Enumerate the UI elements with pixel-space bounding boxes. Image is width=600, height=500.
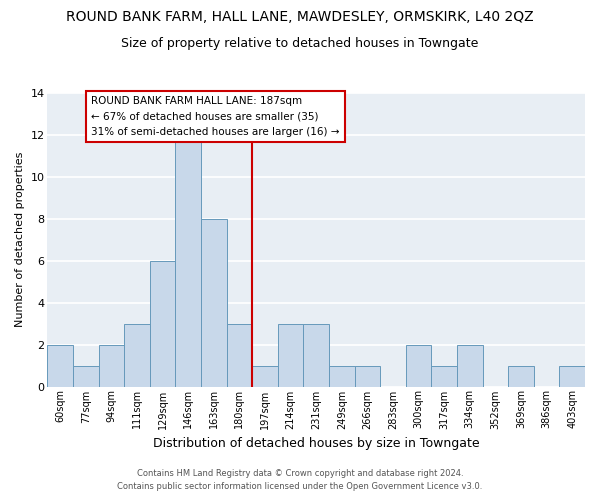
Bar bbox=[329, 366, 355, 386]
Text: ROUND BANK FARM HALL LANE: 187sqm
← 67% of detached houses are smaller (35)
31% : ROUND BANK FARM HALL LANE: 187sqm ← 67% … bbox=[91, 96, 340, 136]
Bar bbox=[457, 344, 482, 387]
Y-axis label: Number of detached properties: Number of detached properties bbox=[15, 152, 25, 328]
Bar bbox=[431, 366, 457, 386]
Bar bbox=[278, 324, 304, 386]
Bar bbox=[227, 324, 252, 386]
Bar bbox=[252, 366, 278, 386]
X-axis label: Distribution of detached houses by size in Towngate: Distribution of detached houses by size … bbox=[153, 437, 479, 450]
Bar bbox=[559, 366, 585, 386]
Bar bbox=[73, 366, 98, 386]
Bar bbox=[508, 366, 534, 386]
Bar bbox=[98, 344, 124, 387]
Bar bbox=[124, 324, 150, 386]
Bar bbox=[406, 344, 431, 387]
Bar bbox=[47, 344, 73, 387]
Bar bbox=[150, 260, 175, 386]
Text: ROUND BANK FARM, HALL LANE, MAWDESLEY, ORMSKIRK, L40 2QZ: ROUND BANK FARM, HALL LANE, MAWDESLEY, O… bbox=[66, 10, 534, 24]
Text: Size of property relative to detached houses in Towngate: Size of property relative to detached ho… bbox=[121, 38, 479, 51]
Bar bbox=[201, 219, 227, 386]
Bar bbox=[355, 366, 380, 386]
Text: Contains HM Land Registry data © Crown copyright and database right 2024.
Contai: Contains HM Land Registry data © Crown c… bbox=[118, 469, 482, 491]
Bar bbox=[175, 135, 201, 386]
Bar bbox=[304, 324, 329, 386]
